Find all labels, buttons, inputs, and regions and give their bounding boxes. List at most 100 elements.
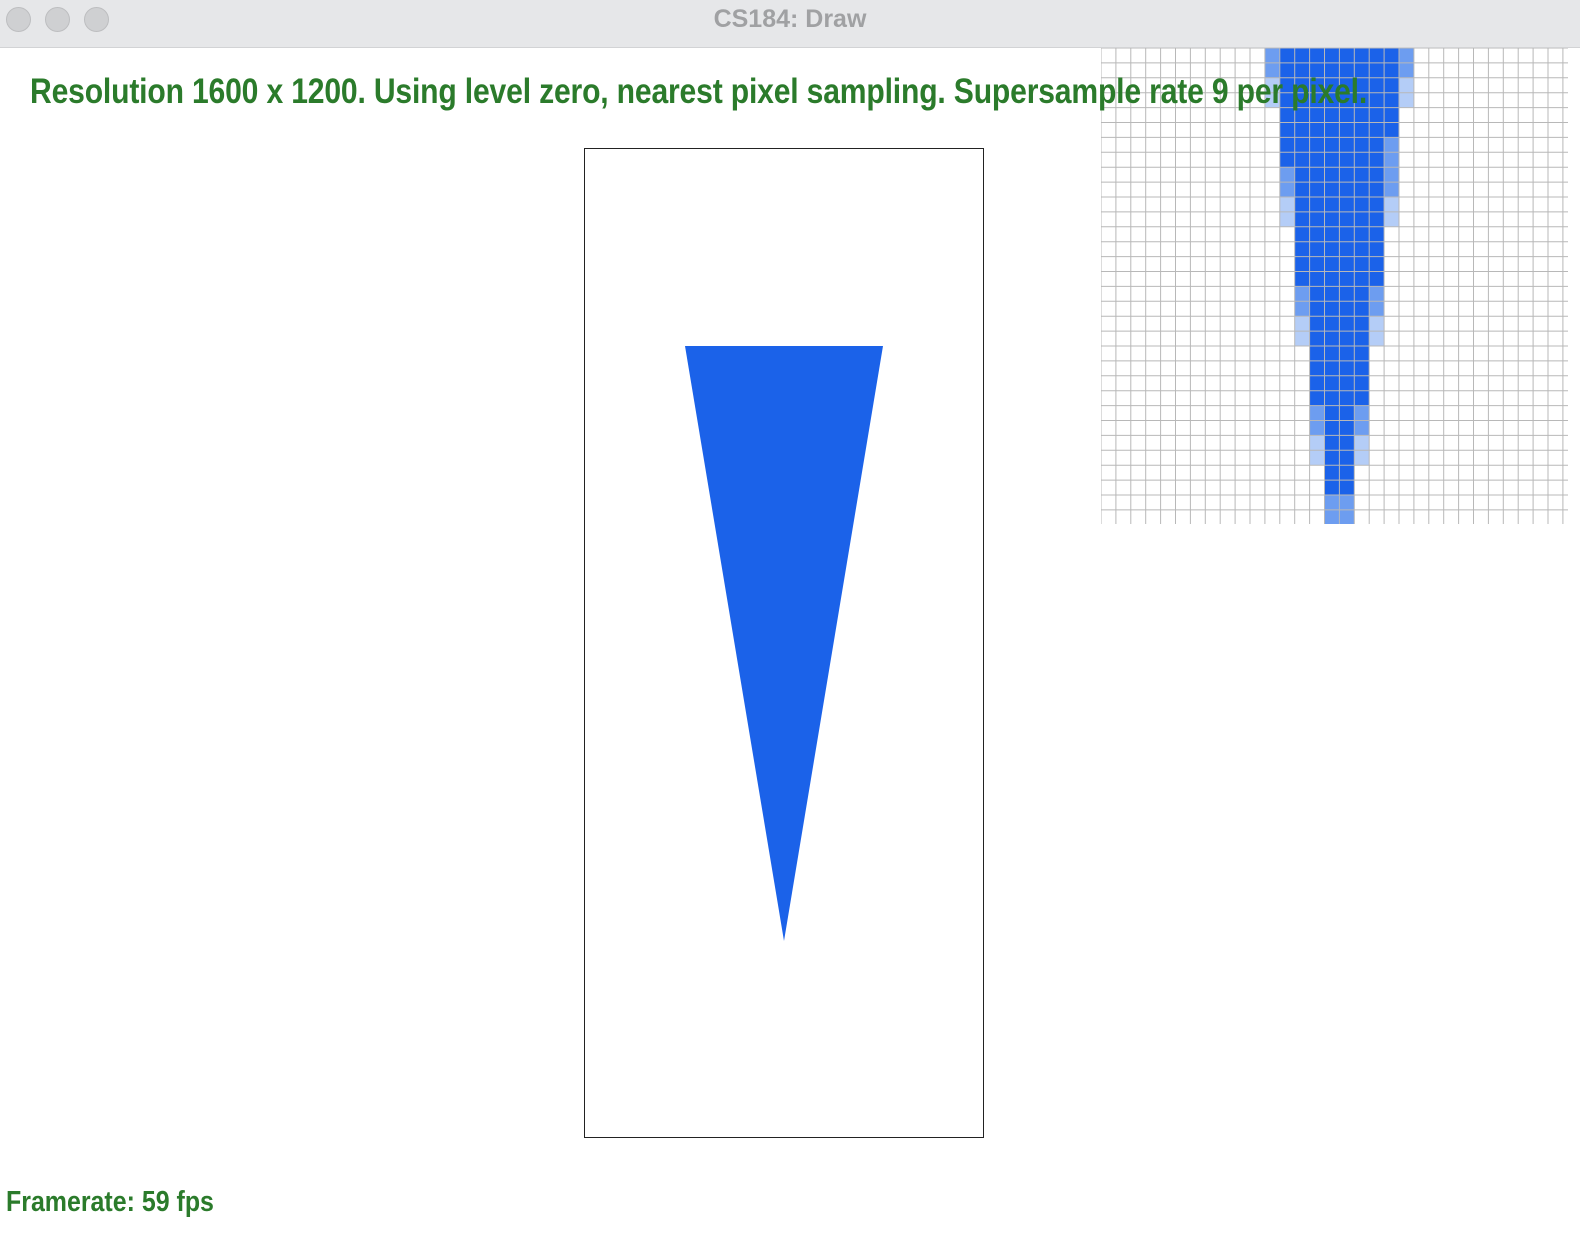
zoom-pixel-full [1354,390,1370,406]
zoom-pixel-full [1324,167,1340,183]
zoom-pixel-partial [1354,405,1370,421]
zoom-pixel-full [1354,48,1370,63]
zoom-pixel-full [1309,107,1325,123]
minimize-window-button[interactable] [45,7,70,32]
close-window-button[interactable] [6,7,31,32]
window-titlebar: CS184: Draw [0,0,1580,48]
zoom-pixel-full [1369,152,1385,168]
zoom-pixel-full [1339,465,1355,481]
zoom-pixel-full [1294,211,1310,227]
zoom-pixel-full [1339,435,1355,451]
zoom-pixel-full [1339,256,1355,272]
zoom-window-button[interactable] [84,7,109,32]
zoom-pixel-full [1294,92,1310,108]
zoom-pixel-full [1369,48,1385,63]
zoom-pixel-full [1369,197,1385,212]
zoom-pixel-full [1369,167,1385,183]
zoom-pixel-full [1279,152,1295,168]
zoom-pixel-full [1324,480,1340,495]
zoom-pixel-full [1354,92,1370,108]
zoom-pixel-full [1369,77,1385,93]
zoom-pixel-full [1324,331,1340,346]
zoom-pixel-full [1324,182,1340,197]
zoom-pixel-full [1324,256,1340,272]
zoom-pixel-full [1369,241,1385,257]
zoom-pixel-full [1324,107,1340,123]
zoom-pixel-partial [1384,182,1400,197]
zoom-pixel-full [1309,48,1325,63]
zoom-pixel-partial [1369,331,1385,346]
zoom-pixel-full [1309,286,1325,302]
zoom-pixel-full [1279,137,1295,153]
zoom-pixel-full [1324,346,1340,361]
zoom-pixel-partial [1294,316,1310,332]
zoom-pixel-partial [1279,197,1295,212]
zoom-pixel-full [1294,271,1310,287]
zoom-pixel-full [1354,62,1370,78]
zoom-pixel-partial [1384,211,1400,227]
zoom-pixel-full [1294,107,1310,123]
zoom-pixel-full [1279,92,1295,108]
zoom-pixel-full [1294,226,1310,242]
zoom-pixel-full [1354,331,1370,346]
zoom-pixel-full [1339,286,1355,302]
zoom-pixel-partial [1309,420,1325,436]
zoom-pixel-full [1354,167,1370,183]
zoom-pixel-partial [1324,509,1340,524]
zoom-pixel-full [1324,92,1340,108]
zoom-pixel-full [1309,211,1325,227]
zoom-pixel-full [1354,107,1370,123]
zoom-pixel-full [1339,390,1355,406]
zoom-pixel-full [1339,92,1355,108]
zoom-pixel-full [1339,331,1355,346]
zoom-pixel-full [1324,152,1340,168]
zoom-pixel-partial [1279,167,1295,183]
zoom-pixel-full [1324,77,1340,93]
zoom-pixel-full [1324,226,1340,242]
zoom-pixel-full [1294,241,1310,257]
zoom-pixel-full [1339,420,1355,436]
zoom-pixel-full [1309,182,1325,197]
zoom-pixel-full [1369,62,1385,78]
zoom-pixel-full [1324,390,1340,406]
zoom-pixel-full [1339,77,1355,93]
zoom-pixel-full [1324,241,1340,257]
zoom-pixel-full [1324,420,1340,436]
zoom-pixel-partial [1399,92,1414,108]
zoom-pixel-full [1339,62,1355,78]
blue-triangle [685,346,883,941]
zoom-pixel-full [1324,465,1340,481]
zoom-pixel-full [1324,211,1340,227]
zoom-pixel-full [1339,480,1355,495]
zoom-pixel-full [1354,137,1370,153]
zoom-pixel-full [1294,182,1310,197]
zoom-pixel-full [1294,256,1310,272]
zoom-pixel-full [1354,256,1370,272]
zoom-pixel-full [1339,48,1355,63]
zoom-pixel-full [1339,346,1355,361]
zoom-pixel-full [1294,152,1310,168]
zoom-pixel-full [1369,122,1385,138]
pixel-inspector-zoom [1101,48,1568,524]
zoom-pixel-full [1309,256,1325,272]
zoom-pixel-full [1324,435,1340,451]
zoom-pixel-partial [1384,197,1400,212]
zoom-pixel-partial [1265,92,1280,108]
zoom-pixel-full [1279,48,1295,63]
zoom-pixel-full [1309,167,1325,183]
zoom-pixel-full [1324,405,1340,421]
zoom-pixel-full [1369,226,1385,242]
zoom-pixel-full [1279,62,1295,78]
zoom-pixel-full [1339,211,1355,227]
zoom-pixel-full [1309,197,1325,212]
zoom-pixel-full [1294,62,1310,78]
zoom-pixel-full [1309,375,1325,391]
zoom-pixel-full [1369,256,1385,272]
zoom-pixel-full [1324,360,1340,376]
zoom-pixel-full [1369,137,1385,153]
zoom-pixel-full [1354,346,1370,361]
zoom-pixel-full [1309,360,1325,376]
zoom-pixel-partial [1384,167,1400,183]
zoom-pixel-partial [1309,435,1325,451]
zoom-pixel-partial [1339,509,1355,524]
